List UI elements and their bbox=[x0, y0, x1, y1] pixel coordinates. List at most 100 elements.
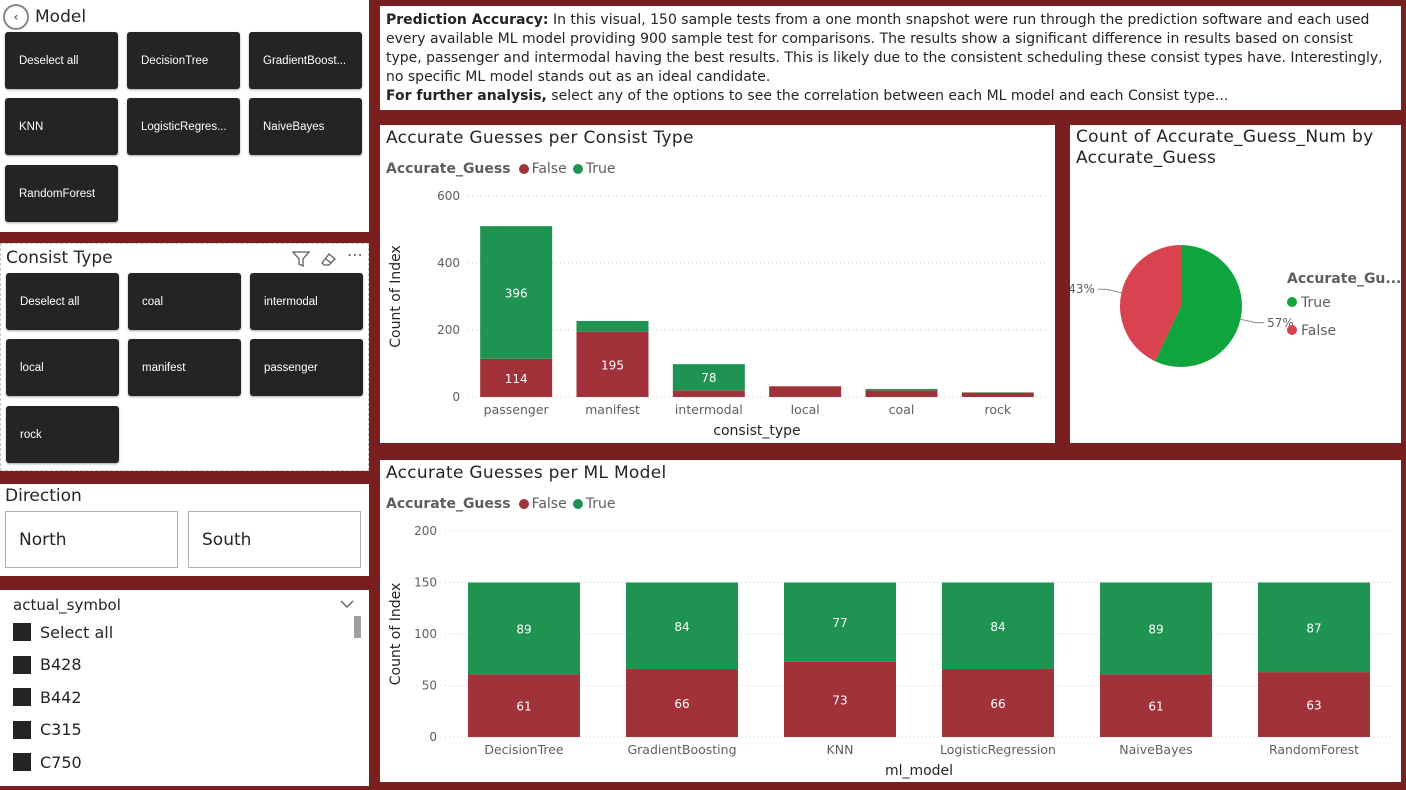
symbol-list-item[interactable]: C750 bbox=[13, 750, 82, 774]
data-label: 63 bbox=[1306, 699, 1321, 713]
more-options-icon[interactable]: ⋯ bbox=[347, 245, 363, 264]
ml-chart-legend: Accurate_Guess False True bbox=[386, 496, 621, 512]
data-label: 87 bbox=[1306, 621, 1321, 635]
consist-type-tile[interactable]: manifest bbox=[128, 339, 241, 396]
y-tick-label: 50 bbox=[422, 679, 437, 693]
scrollbar[interactable] bbox=[354, 616, 361, 638]
bar-true[interactable] bbox=[865, 388, 938, 391]
pie-legend-title: Accurate_Gu... bbox=[1287, 271, 1401, 287]
symbol-list-item[interactable]: C315 bbox=[13, 718, 82, 742]
eraser-icon[interactable] bbox=[319, 251, 337, 267]
legend-false-label: False bbox=[531, 161, 567, 177]
bar-true[interactable] bbox=[1258, 582, 1370, 673]
x-tick-label: passenger bbox=[484, 402, 550, 417]
bar-false[interactable] bbox=[942, 669, 1054, 737]
bar-true[interactable] bbox=[784, 582, 896, 662]
data-label: 84 bbox=[990, 620, 1005, 634]
model-tile[interactable]: DecisionTree bbox=[127, 32, 240, 89]
consist-type-tile[interactable]: intermodal bbox=[250, 273, 363, 330]
x-tick-label: GradientBoosting bbox=[627, 742, 736, 757]
bar-false[interactable] bbox=[961, 392, 1034, 397]
symbol-item-label: C315 bbox=[40, 720, 82, 739]
bar-false[interactable] bbox=[769, 386, 842, 397]
bar-true[interactable] bbox=[626, 582, 738, 670]
chevron-down-icon[interactable] bbox=[340, 599, 354, 609]
checkbox[interactable] bbox=[13, 688, 31, 706]
legend-false-dot bbox=[518, 164, 529, 174]
consist-type-tile[interactable]: rock bbox=[6, 406, 119, 463]
bar-false[interactable] bbox=[626, 669, 738, 737]
consist-type-chart: Accurate Guesses per Consist Type Accura… bbox=[380, 125, 1055, 443]
description-text-1: In this visual, 150 sample tests from a … bbox=[386, 12, 1383, 85]
bar-false[interactable] bbox=[576, 331, 649, 397]
data-label: 61 bbox=[1148, 700, 1163, 714]
description-lead-1: Prediction Accuracy: bbox=[386, 12, 549, 28]
model-tile[interactable]: NaiveBayes bbox=[249, 98, 362, 155]
checkbox[interactable] bbox=[13, 655, 31, 674]
model-tile[interactable]: RandomForest bbox=[5, 165, 118, 222]
filter-icon[interactable] bbox=[292, 251, 310, 267]
pie-chart-title: Count of Accurate_Guess_Num by Accurate_… bbox=[1076, 127, 1374, 168]
legend-true[interactable]: True bbox=[572, 161, 616, 177]
symbol-list-item[interactable]: B428 bbox=[13, 653, 82, 677]
legend-false[interactable]: False bbox=[518, 161, 567, 177]
legend-true-label: True bbox=[585, 161, 616, 177]
model-tile[interactable]: KNN bbox=[5, 98, 118, 155]
data-label: 66 bbox=[990, 697, 1005, 711]
legend-field-2: Accurate_Guess bbox=[386, 496, 511, 512]
consist-type-tile[interactable]: local bbox=[6, 339, 119, 396]
pie-slice-true[interactable] bbox=[1155, 245, 1242, 367]
symbol-list-item[interactable]: Select all bbox=[13, 620, 113, 644]
model-tile[interactable]: Deselect all bbox=[5, 32, 118, 89]
y-tick-label: 100 bbox=[414, 627, 437, 641]
bar-true[interactable] bbox=[576, 320, 649, 332]
model-tile[interactable]: LogisticRegres... bbox=[127, 98, 240, 155]
pie-leader-line bbox=[1097, 288, 1122, 294]
bar-false[interactable] bbox=[1258, 672, 1370, 737]
x-tick-label: KNN bbox=[827, 742, 854, 757]
legend-false-2[interactable]: False bbox=[518, 496, 567, 512]
bar-false[interactable] bbox=[784, 661, 896, 737]
y-tick-label: 200 bbox=[437, 323, 460, 337]
x-tick-label: manifest bbox=[585, 402, 640, 417]
pie-data-label: 43% bbox=[1070, 282, 1095, 296]
model-slicer-title: Model bbox=[35, 7, 87, 27]
pie-leader-line bbox=[1240, 318, 1265, 324]
consist-type-tile[interactable]: passenger bbox=[250, 339, 363, 396]
pie-legend-label: True bbox=[1300, 295, 1331, 311]
data-label: 396 bbox=[505, 286, 528, 300]
x-tick-label: coal bbox=[889, 402, 915, 417]
consist-type-tile[interactable]: Deselect all bbox=[6, 273, 119, 330]
model-slicer: ‹ Model Deselect all DecisionTree Gradient… bbox=[0, 0, 369, 232]
bar-false[interactable] bbox=[480, 358, 553, 397]
bar-false[interactable] bbox=[672, 390, 745, 397]
data-label: 89 bbox=[516, 622, 531, 636]
bar-false[interactable] bbox=[1100, 674, 1212, 737]
bar-true[interactable] bbox=[468, 582, 580, 675]
ml-chart-title: Accurate Guesses per ML Model bbox=[386, 463, 667, 483]
direction-south-button[interactable]: South bbox=[188, 511, 361, 568]
bar-true[interactable] bbox=[480, 226, 553, 359]
legend-true-2[interactable]: True bbox=[572, 496, 615, 512]
model-tile[interactable]: GradientBoost... bbox=[249, 32, 362, 89]
bar-true[interactable] bbox=[942, 582, 1054, 670]
pie-slice-false[interactable] bbox=[1120, 245, 1181, 362]
y-axis-title: Count of Index bbox=[388, 583, 404, 686]
consist-slicer-title: Consist Type bbox=[6, 248, 113, 268]
bar-true[interactable] bbox=[1100, 582, 1212, 675]
consist-type-tile[interactable]: coal bbox=[128, 273, 241, 330]
symbol-list-item[interactable]: B442 bbox=[13, 685, 82, 709]
bar-false[interactable] bbox=[468, 674, 580, 737]
consist-type-slicer: Consist Type ⋯ Deselect all coal intermoda… bbox=[0, 243, 369, 471]
checkbox[interactable] bbox=[13, 753, 31, 771]
direction-north-button[interactable]: North bbox=[5, 511, 178, 568]
data-label: 77 bbox=[832, 616, 847, 630]
y-axis-title: Count of Index bbox=[388, 245, 404, 348]
data-label: 66 bbox=[674, 697, 689, 711]
checkbox[interactable] bbox=[13, 623, 31, 641]
bar-true[interactable] bbox=[672, 364, 745, 391]
back-arrow-icon[interactable]: ‹ bbox=[3, 4, 29, 30]
checkbox[interactable] bbox=[13, 720, 31, 739]
description-text-2: select any of the options to see the cor… bbox=[546, 88, 1229, 104]
bar-false[interactable] bbox=[865, 390, 938, 397]
